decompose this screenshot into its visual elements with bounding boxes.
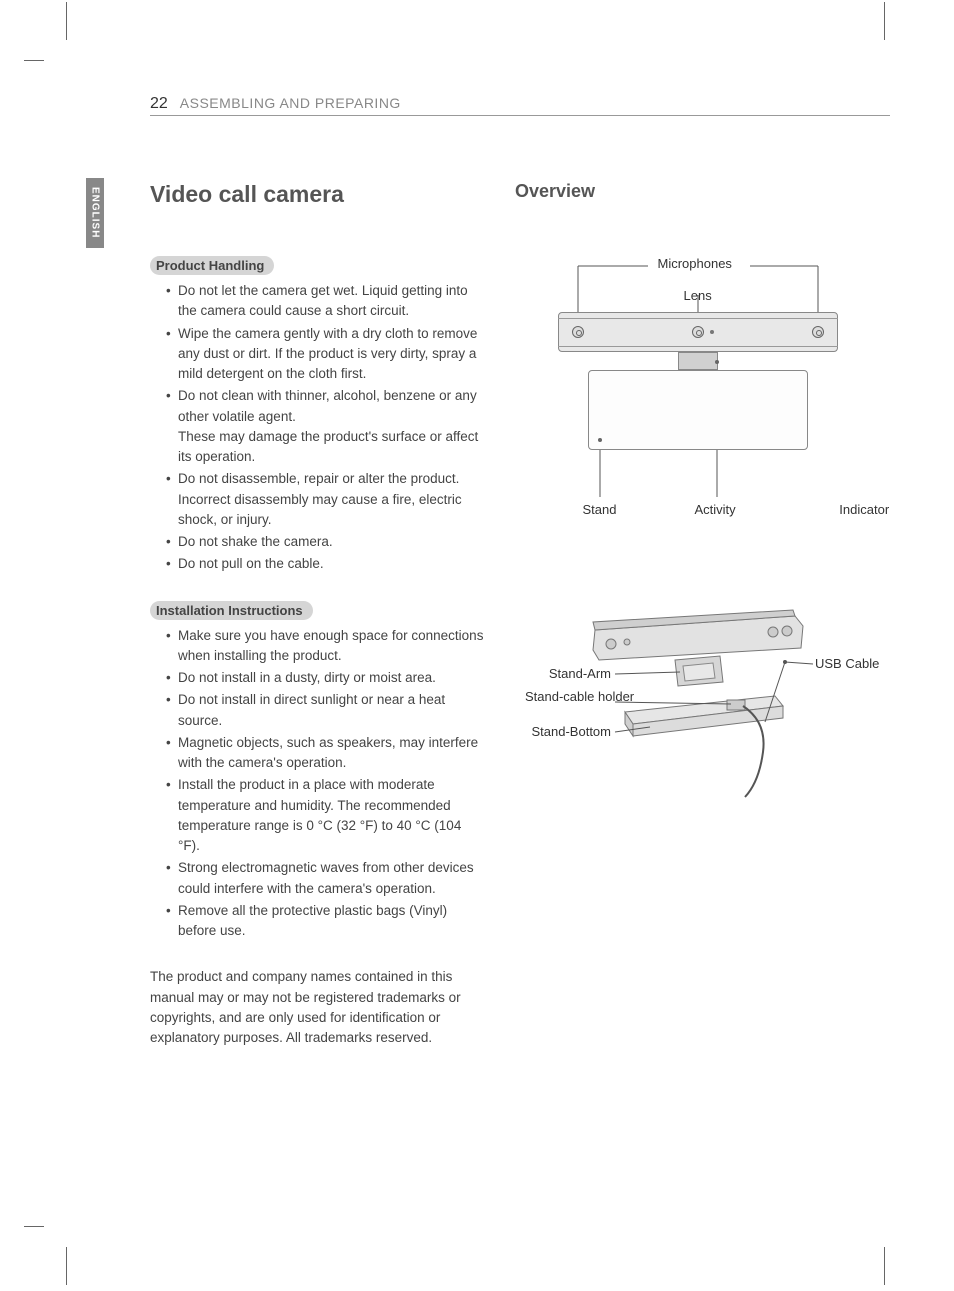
section-title: ASSEMBLING AND PREPARING xyxy=(180,95,401,111)
camera-front-diagram: Microphones Lens Stand Activity Indicato… xyxy=(528,252,868,572)
list-item: Magnetic objects, such as speakers, may … xyxy=(166,733,485,774)
page-header: 22 ASSEMBLING AND PREPARING xyxy=(150,95,890,116)
overview-heading: Overview xyxy=(515,181,880,202)
page-number: 22 xyxy=(150,95,168,113)
label-stand-bottom: Stand-Bottom xyxy=(519,724,611,739)
list-item: Do not install in a dusty, dirty or mois… xyxy=(166,668,485,688)
handling-list: Do not let the camera get wet. Liquid ge… xyxy=(150,281,485,575)
list-item: Do not shake the camera. xyxy=(166,532,485,552)
microphone-icon xyxy=(812,326,824,338)
list-item: Do not let the camera get wet. Liquid ge… xyxy=(166,281,485,322)
list-item: Make sure you have enough space for conn… xyxy=(166,626,485,667)
list-item: Remove all the protective plastic bags (… xyxy=(166,901,485,942)
list-item: Wipe the camera gently with a dry cloth … xyxy=(166,324,485,385)
trademark-footnote: The product and company names contained … xyxy=(150,967,485,1048)
label-microphones: Microphones xyxy=(658,256,732,271)
microphone-icon xyxy=(572,326,584,338)
main-heading: Video call camera xyxy=(150,181,485,208)
label-stand: Stand xyxy=(583,502,617,517)
list-item: Strong electromagnetic waves from other … xyxy=(166,858,485,899)
label-stand-arm: Stand-Arm xyxy=(535,666,611,681)
list-item: Do not clean with thinner, alcohol, benz… xyxy=(166,386,485,467)
install-list: Make sure you have enough space for conn… xyxy=(150,626,485,942)
label-activity-indicator: Activity Indicator xyxy=(695,502,755,519)
stand-shape xyxy=(588,370,808,450)
camera-perspective-diagram: Stand-Arm Stand-cable holder Stand-Botto… xyxy=(515,602,880,802)
label-stand-cable-holder: Stand-cable holder xyxy=(525,689,611,705)
lens-icon xyxy=(692,326,704,338)
label-usb-cable: USB Cable xyxy=(815,656,879,671)
install-heading: Installation Instructions xyxy=(150,601,313,620)
list-item: Do not disassemble, repair or alter the … xyxy=(166,469,485,530)
list-item: Install the product in a place with mode… xyxy=(166,775,485,856)
list-item: Do not install in direct sunlight or nea… xyxy=(166,690,485,731)
list-item: Do not pull on the cable. xyxy=(166,554,485,574)
language-tab: ENGLISH xyxy=(86,178,104,248)
handling-heading: Product Handling xyxy=(150,256,274,275)
label-lens: Lens xyxy=(684,288,712,303)
